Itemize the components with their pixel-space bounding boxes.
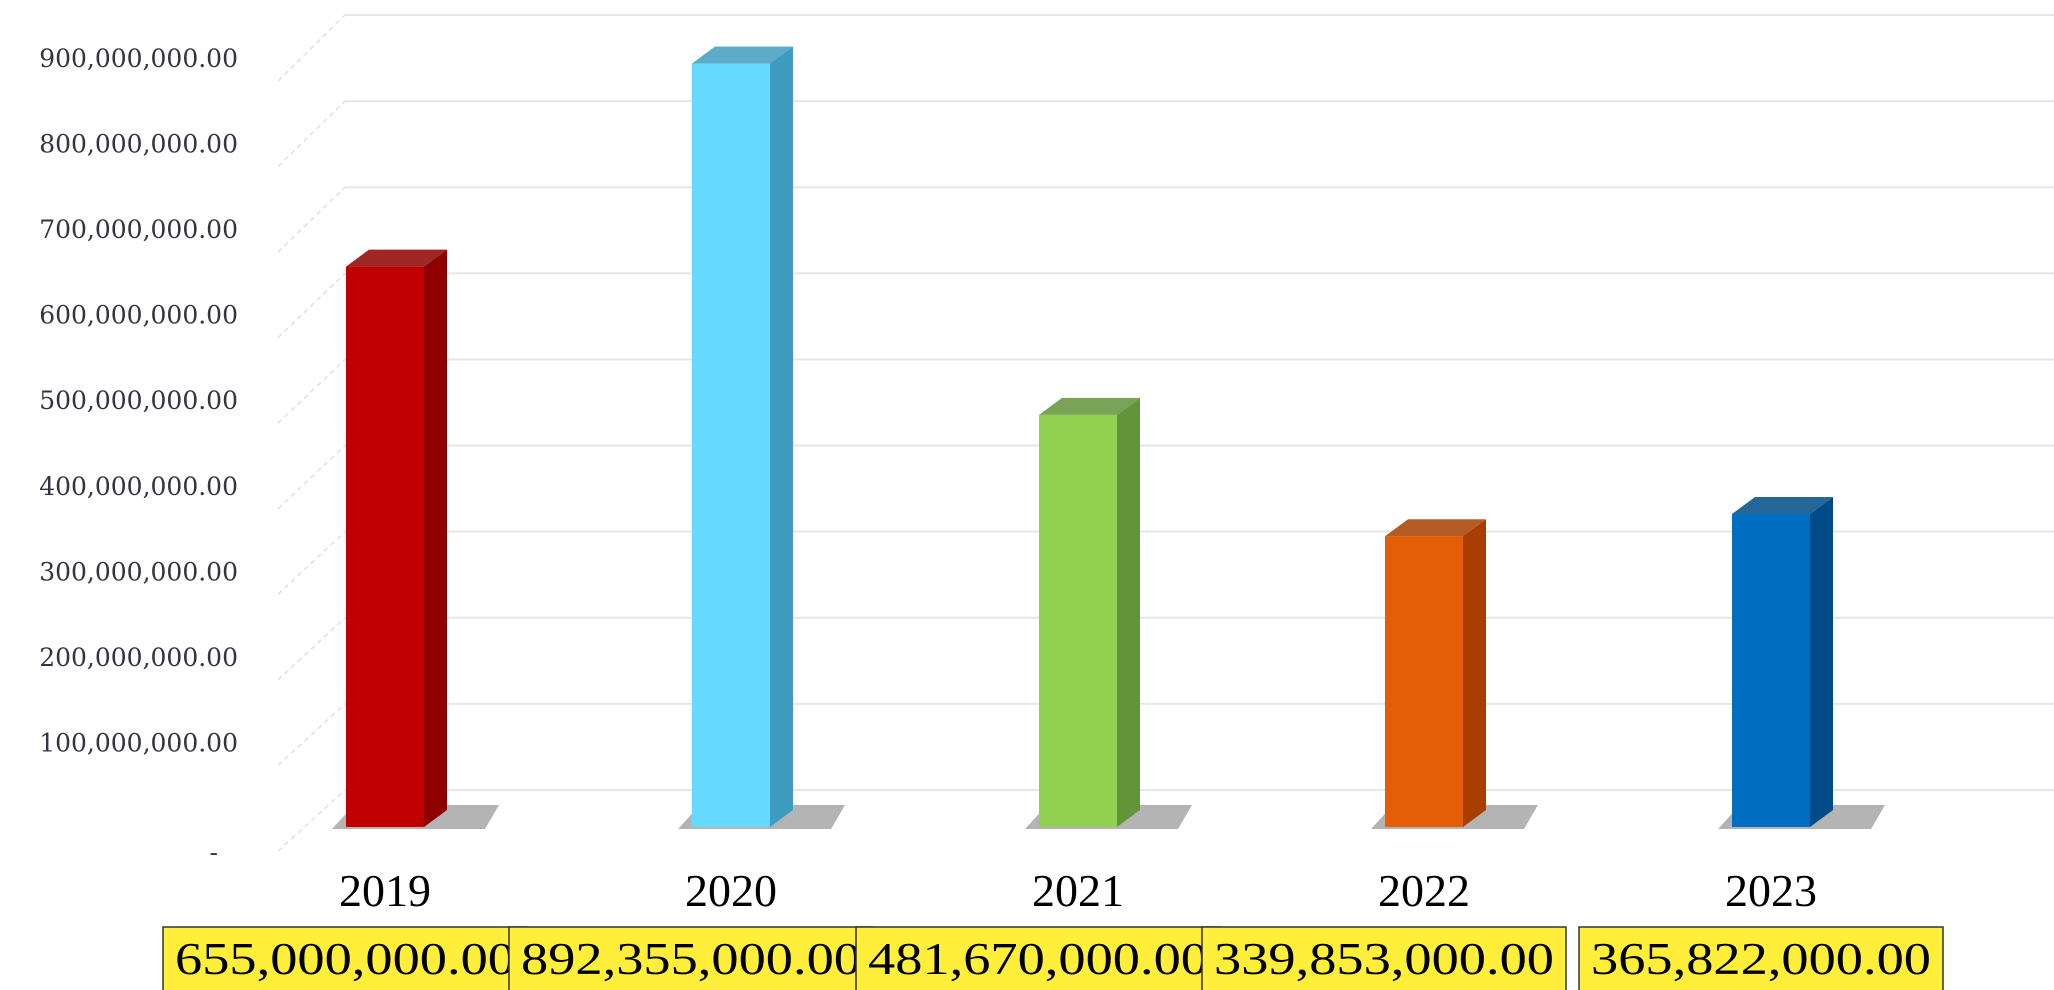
data-label-box <box>1578 926 1944 990</box>
y-tick-label: 100,000,000.00 <box>39 728 238 757</box>
data-label-2020: 892,355,000.00 <box>508 926 874 990</box>
bar-2022 <box>1371 519 1538 829</box>
bar-top <box>1732 497 1833 515</box>
x-tick-label: 2022 <box>1378 865 1470 916</box>
y-tick-label: - <box>210 838 218 867</box>
gridlines <box>277 14 2054 852</box>
bar-front <box>346 266 424 828</box>
gridline-depth <box>277 358 346 424</box>
x-tick-label: 2023 <box>1725 865 1817 916</box>
bar-top <box>346 249 447 267</box>
y-tick-label: 600,000,000.00 <box>39 301 238 330</box>
bars <box>332 46 1885 829</box>
x-tick-label: 2021 <box>1032 865 1124 916</box>
bar-2020 <box>678 46 845 829</box>
bar-side <box>424 249 447 828</box>
data-label-2023: 365,822,000.00 <box>1578 926 1944 990</box>
y-tick-label: 800,000,000.00 <box>39 130 238 159</box>
bar-top <box>1039 397 1140 415</box>
bar-front <box>692 63 770 828</box>
bar-2021 <box>1025 397 1192 829</box>
x-axis-ticks: 2019 2020 2021 2022 2023 <box>339 865 1817 916</box>
y-axis-ticks: - 100,000,000.00 200,000,000.00 300,000,000… <box>39 44 238 867</box>
data-label-2019: 655,000,000.00 <box>162 926 528 990</box>
y-tick-label: 700,000,000.00 <box>39 215 238 244</box>
data-label-text: 365,822,000.00 <box>1591 934 1931 984</box>
data-label-2022: 339,853,000.00 <box>1201 926 1567 990</box>
data-label-box <box>1201 926 1567 990</box>
gridline-depth <box>277 445 346 510</box>
data-label-text: 655,000,000.00 <box>175 934 515 984</box>
gridline-depth <box>277 186 346 253</box>
y-tick-label: 400,000,000.00 <box>39 472 238 501</box>
gridline-depth <box>277 14 346 82</box>
x-tick-label: 2020 <box>685 865 777 916</box>
gridline-depth <box>277 703 346 766</box>
y-tick-label: 200,000,000.00 <box>39 643 238 672</box>
data-label-box <box>162 926 528 990</box>
x-tick-label: 2019 <box>339 865 431 916</box>
bar-front <box>1039 414 1117 827</box>
data-label-text: 339,853,000.00 <box>1214 934 1554 984</box>
gridline-depth <box>277 617 346 681</box>
gridline-depth <box>277 272 346 339</box>
bar-2019 <box>332 249 499 829</box>
y-tick-label: 500,000,000.00 <box>39 386 238 415</box>
y-tick-label: 900,000,000.00 <box>39 44 238 73</box>
data-label-text: 892,355,000.00 <box>521 934 861 984</box>
data-label-2021: 481,670,000.00 <box>855 926 1221 990</box>
gridline-depth <box>277 100 346 168</box>
data-labels: 655,000,000.00 892,355,000.00 481,670,000.… <box>162 926 1944 990</box>
data-label-text: 481,670,000.00 <box>868 934 1208 984</box>
bar-side <box>1117 397 1140 827</box>
bar-top <box>692 46 793 64</box>
bar-front <box>1732 514 1810 827</box>
bar-2023 <box>1718 497 1885 829</box>
data-label-box <box>508 926 874 990</box>
bar-front <box>1385 536 1463 827</box>
gridline-depth <box>277 531 346 595</box>
bar-side <box>1463 519 1486 827</box>
bar-top <box>1385 519 1486 537</box>
data-label-box <box>855 926 1221 990</box>
bar-side <box>770 46 793 828</box>
gridline-depth <box>277 789 346 852</box>
bar-side <box>1810 497 1833 827</box>
y-tick-label: 300,000,000.00 <box>39 557 238 586</box>
